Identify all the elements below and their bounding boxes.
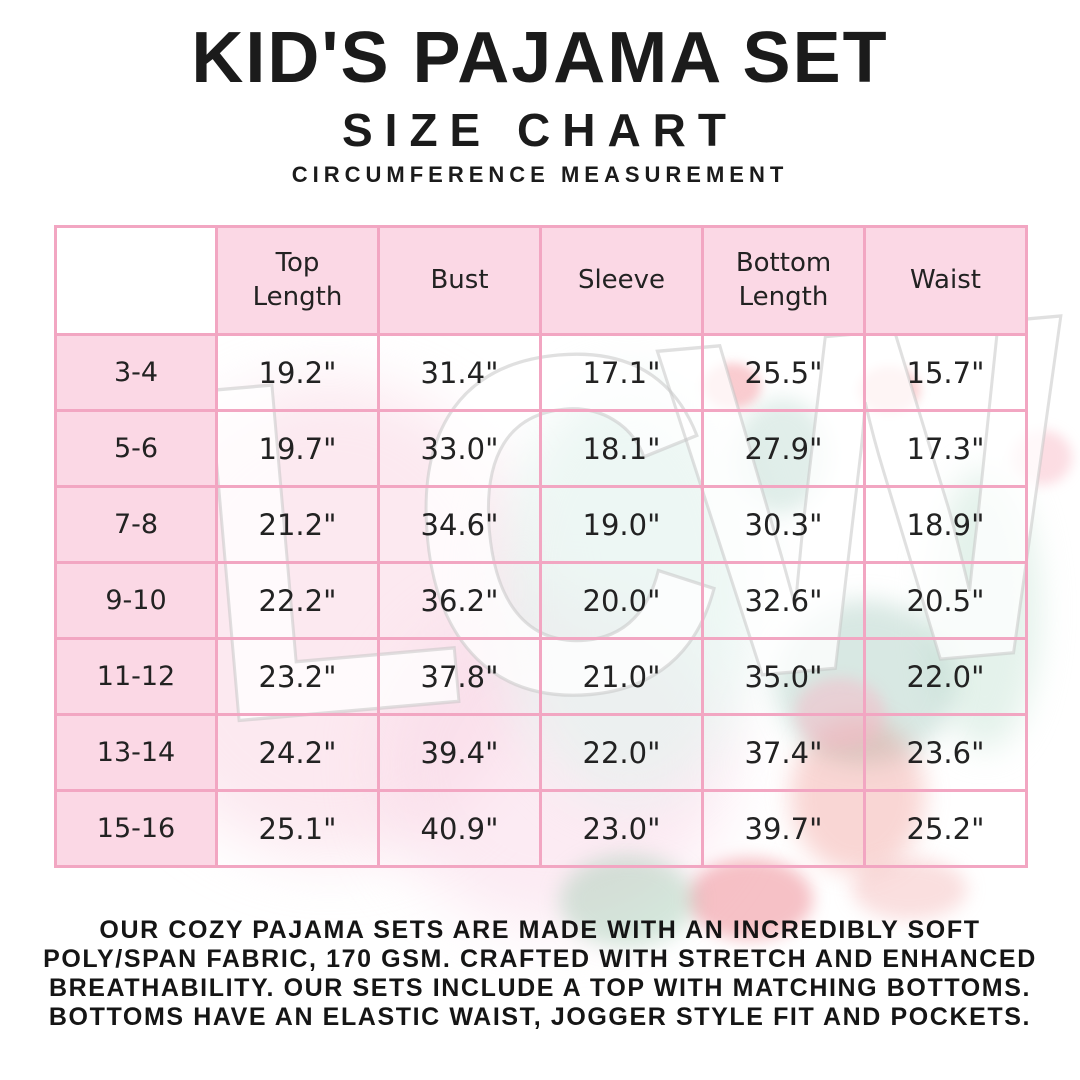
row-size-label: 11-12: [54, 637, 218, 716]
measurement-value-cell: 39.4": [377, 713, 542, 792]
measurement-value-cell: 22.0": [863, 637, 1028, 716]
measurement-value-cell: 17.1": [539, 333, 704, 412]
measurement-value-cell: 37.4": [701, 713, 866, 792]
measurement-value-cell: 39.7": [701, 789, 866, 868]
measurement-value-cell: 21.2": [215, 485, 380, 564]
measurement-value-cell: 20.5": [863, 561, 1028, 640]
measurement-value-cell: 25.2": [863, 789, 1028, 868]
measurement-value-cell: 31.4": [377, 333, 542, 412]
measurement-value-cell: 19.7": [215, 409, 380, 488]
size-chart-table: Top Length Bust Sleeve Bottom Length Waist 3-…: [54, 225, 1028, 868]
table-row: 15-16 25.1" 40.9" 23.0" 39.7" 25.2": [54, 789, 1028, 868]
row-size-label: 5-6: [54, 409, 218, 488]
measurement-value-cell: 23.0": [539, 789, 704, 868]
column-header: Bust: [377, 225, 542, 336]
measurement-value-cell: 25.1": [215, 789, 380, 868]
measurement-value-cell: 19.0": [539, 485, 704, 564]
row-size-label: 9-10: [54, 561, 218, 640]
description-line: BREATHABILITY. OUR SETS INCLUDE A TOP WI…: [48, 974, 1032, 1002]
measurement-value-cell: 40.9": [377, 789, 542, 868]
description-line: BOTTOMS HAVE AN ELASTIC WAIST, JOGGER ST…: [48, 1003, 1032, 1031]
description-line: POLY/SPAN FABRIC, 170 GSM. CRAFTED WITH …: [43, 945, 1037, 973]
heading-block: KID'S PAJAMA SET SIZE CHART CIRCUMFERENC…: [0, 18, 1080, 187]
row-size-label: 3-4: [54, 333, 218, 412]
column-header: Sleeve: [539, 225, 704, 336]
measurement-value-cell: 23.6": [863, 713, 1028, 792]
watermark-leaf: [560, 855, 695, 947]
measurement-value-cell: 33.0": [377, 409, 542, 488]
watermark-flower: [852, 858, 967, 920]
page-subtitle: SIZE CHART: [342, 104, 738, 156]
measurement-value-cell: 24.2": [215, 713, 380, 792]
measurement-value-cell: 17.3": [863, 409, 1028, 488]
table-row: 9-10 22.2" 36.2" 20.0" 32.6" 20.5": [54, 561, 1028, 640]
table-row: 3-4 19.2" 31.4" 17.1" 25.5" 15.7": [54, 333, 1028, 412]
column-header: Top Length: [215, 225, 380, 336]
measurement-value-cell: 25.5": [701, 333, 866, 412]
measurement-value-cell: 19.2": [215, 333, 380, 412]
measurement-note: CIRCUMFERENCE MEASUREMENT: [291, 162, 789, 187]
measurement-value-cell: 30.3": [701, 485, 866, 564]
page-title: KID'S PAJAMA SET: [191, 18, 889, 98]
watermark-flower: [688, 858, 813, 940]
measurement-value-cell: 32.6": [701, 561, 866, 640]
table-row: 5-6 19.7" 33.0" 18.1" 27.9" 17.3": [54, 409, 1028, 488]
product-description: OUR COZY PAJAMA SETS ARE MADE WITH AN IN…: [0, 916, 1080, 1032]
table-corner-spacer: [54, 225, 218, 336]
row-size-label: 13-14: [54, 713, 218, 792]
table-row: 7-8 21.2" 34.6" 19.0" 30.3" 18.9": [54, 485, 1028, 564]
measurement-value-cell: 18.1": [539, 409, 704, 488]
measurement-value-cell: 20.0": [539, 561, 704, 640]
measurement-value-cell: 15.7": [863, 333, 1028, 412]
description-line: OUR COZY PAJAMA SETS ARE MADE WITH AN IN…: [99, 916, 981, 944]
measurement-value-cell: 34.6": [377, 485, 542, 564]
measurement-value-cell: 23.2": [215, 637, 380, 716]
measurement-value-cell: 22.2": [215, 561, 380, 640]
measurement-value-cell: 36.2": [377, 561, 542, 640]
measurement-value-cell: 22.0": [539, 713, 704, 792]
table-row: 13-14 24.2" 39.4" 22.0" 37.4" 23.6": [54, 713, 1028, 792]
measurement-value-cell: 37.8": [377, 637, 542, 716]
row-size-label: 15-16: [54, 789, 218, 868]
row-size-label: 7-8: [54, 485, 218, 564]
table-row: 11-12 23.2" 37.8" 21.0" 35.0" 22.0": [54, 637, 1028, 716]
column-header: Bottom Length: [701, 225, 866, 336]
column-header: Waist: [863, 225, 1028, 336]
measurement-value-cell: 18.9": [863, 485, 1028, 564]
measurement-value-cell: 35.0": [701, 637, 866, 716]
measurement-value-cell: 21.0": [539, 637, 704, 716]
measurement-value-cell: 27.9": [701, 409, 866, 488]
